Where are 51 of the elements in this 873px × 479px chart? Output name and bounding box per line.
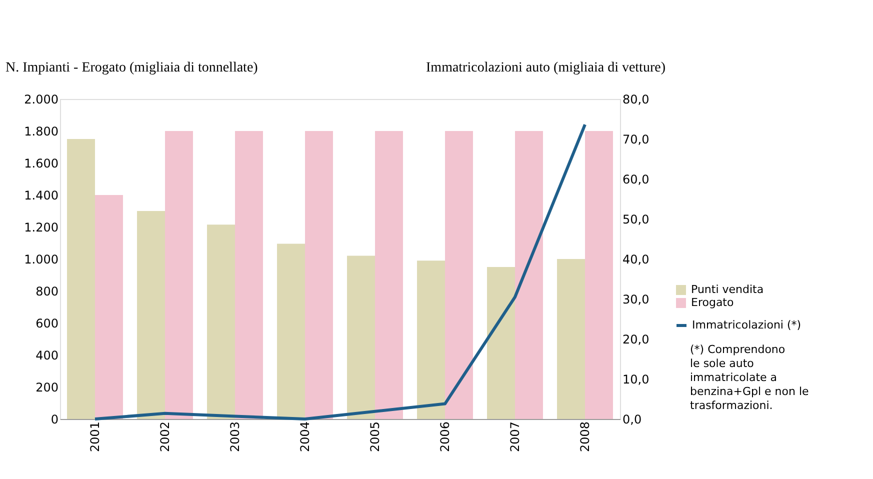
bar [375, 131, 403, 419]
bar [445, 131, 473, 419]
bar [515, 131, 543, 419]
y2-tick-label: 0,0 [622, 412, 642, 426]
y-tick-label: 1.600 [24, 156, 58, 170]
legend-label: Erogato [691, 296, 734, 309]
y-tick-label: 200 [36, 380, 58, 394]
y2-tick-label: 80,0 [622, 92, 650, 106]
y-tick-label: 1.400 [24, 188, 58, 202]
bar [305, 131, 333, 419]
x-tick-label: 2006 [438, 422, 452, 452]
y2-tick-label: 60,0 [622, 172, 650, 186]
text: (*) Comprendono le sole auto immatricolate a benzina+Gpl e non le trasformazioni. [690, 343, 810, 412]
x-tick-label: 2005 [368, 422, 382, 452]
y-tick-label: 600 [36, 316, 58, 330]
y-tick-label: 2.000 [24, 92, 58, 106]
y2-tick-label: 20,0 [622, 332, 650, 346]
bar [207, 224, 235, 419]
x-tick-label: 2001 [88, 422, 102, 452]
legend-label: Immatricolazioni (*) [692, 318, 802, 332]
y-axis-title: N. Impianti - Erogato (migliaia di tonnellate) [6, 60, 258, 76]
y2-axis-title: Immatricolazioni auto (migliaia di vetture) [426, 60, 666, 76]
y2-tick-label: 40,0 [622, 252, 650, 266]
bar [137, 211, 165, 419]
x-tick-label: 2004 [298, 422, 312, 452]
legend-label: Punti vendita [691, 283, 764, 296]
bar [347, 256, 375, 419]
bar [235, 131, 263, 419]
y-tick-label: 400 [36, 348, 58, 362]
y2-tick-label: 70,0 [622, 132, 650, 146]
bar [165, 131, 193, 419]
bar [585, 131, 613, 419]
bar [557, 259, 585, 419]
x-tick-label: 2003 [228, 422, 242, 452]
y2-tick-label: 10,0 [622, 372, 650, 386]
x-tick-label: 2007 [508, 422, 522, 452]
bar [67, 139, 95, 419]
y-tick-label: 1.800 [24, 124, 58, 138]
line-series [94, 123, 586, 420]
x-tick-label: 2008 [578, 422, 592, 452]
y-tick-label: 1.000 [24, 252, 58, 266]
bar [277, 244, 305, 419]
bar [417, 260, 445, 419]
y-tick-label: 800 [36, 284, 58, 298]
y-tick-label: 0 [50, 412, 58, 426]
x-tick-label: 2002 [158, 422, 172, 452]
y2-tick-label: 30,0 [622, 292, 650, 306]
y-tick-label: 1.200 [24, 220, 58, 234]
y2-tick-label: 50,0 [622, 212, 650, 226]
bar [487, 267, 515, 419]
bar [95, 195, 123, 419]
